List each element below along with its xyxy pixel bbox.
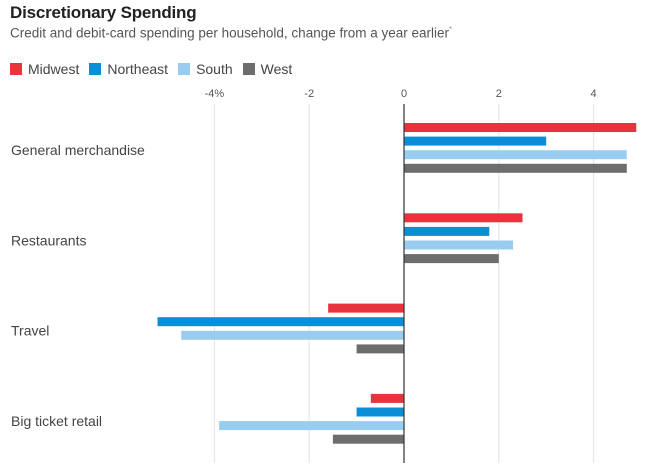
- legend-label-northeast: Northeast: [107, 61, 169, 77]
- chart-subtitle: Credit and debit-card spending per house…: [10, 25, 452, 41]
- legend-label-south: South: [196, 61, 233, 77]
- x-tick-label: -2: [304, 88, 314, 100]
- category-labels: General merchandise Restaurants Travel Big …: [11, 142, 145, 429]
- bar-south-big-ticket-retail: [219, 421, 404, 431]
- bar-midwest-big-ticket-retail: [370, 393, 404, 403]
- bar-northeast-general-merchandise: [404, 136, 547, 146]
- legend-item-south: South: [178, 61, 233, 77]
- legend: Midwest Northeast South West: [10, 61, 302, 77]
- bar-west-big-ticket-retail: [332, 434, 404, 444]
- bar-south-restaurants: [404, 240, 514, 250]
- chart-title: Discretionary Spending: [10, 3, 197, 22]
- bar-south-travel: [181, 330, 404, 340]
- bar-south-general-merchandise: [404, 150, 627, 160]
- x-tick-label: 2: [496, 88, 502, 100]
- bar-midwest-restaurants: [404, 213, 523, 223]
- bar-midwest-general-merchandise: [404, 123, 637, 132]
- bars: [157, 123, 637, 444]
- legend-item-west: West: [242, 61, 293, 77]
- bar-northeast-travel: [157, 317, 404, 327]
- category-label: Big ticket retail: [11, 413, 102, 429]
- x-tick-label: 0: [401, 88, 407, 100]
- x-axis-ticks: -4% -2 0 2 4: [205, 88, 597, 100]
- category-label: Restaurants: [11, 232, 86, 248]
- footnote-marker: *: [449, 25, 453, 34]
- category-label: General merchandise: [11, 142, 145, 158]
- legend-swatch-midwest: [10, 63, 22, 75]
- bar-west-travel: [356, 344, 404, 354]
- legend-swatch-west: [242, 63, 255, 75]
- legend-label-west: West: [260, 61, 293, 77]
- x-tick-label: -4%: [205, 88, 225, 100]
- legend-label-midwest: Midwest: [28, 61, 80, 77]
- bar-midwest-travel: [328, 303, 404, 313]
- bar-west-restaurants: [404, 254, 499, 264]
- x-tick-label: 4: [591, 88, 597, 100]
- legend-swatch-south: [178, 63, 191, 75]
- legend-item-northeast: Northeast: [89, 61, 168, 77]
- bar-west-general-merchandise: [404, 163, 627, 173]
- bar-northeast-restaurants: [404, 226, 490, 236]
- category-label: Travel: [11, 323, 49, 339]
- legend-swatch-northeast: [89, 63, 102, 75]
- bar-northeast-big-ticket-retail: [356, 407, 404, 417]
- subtitle-text: Credit and debit-card spending per house…: [10, 25, 450, 41]
- legend-item-midwest: Midwest: [10, 61, 79, 77]
